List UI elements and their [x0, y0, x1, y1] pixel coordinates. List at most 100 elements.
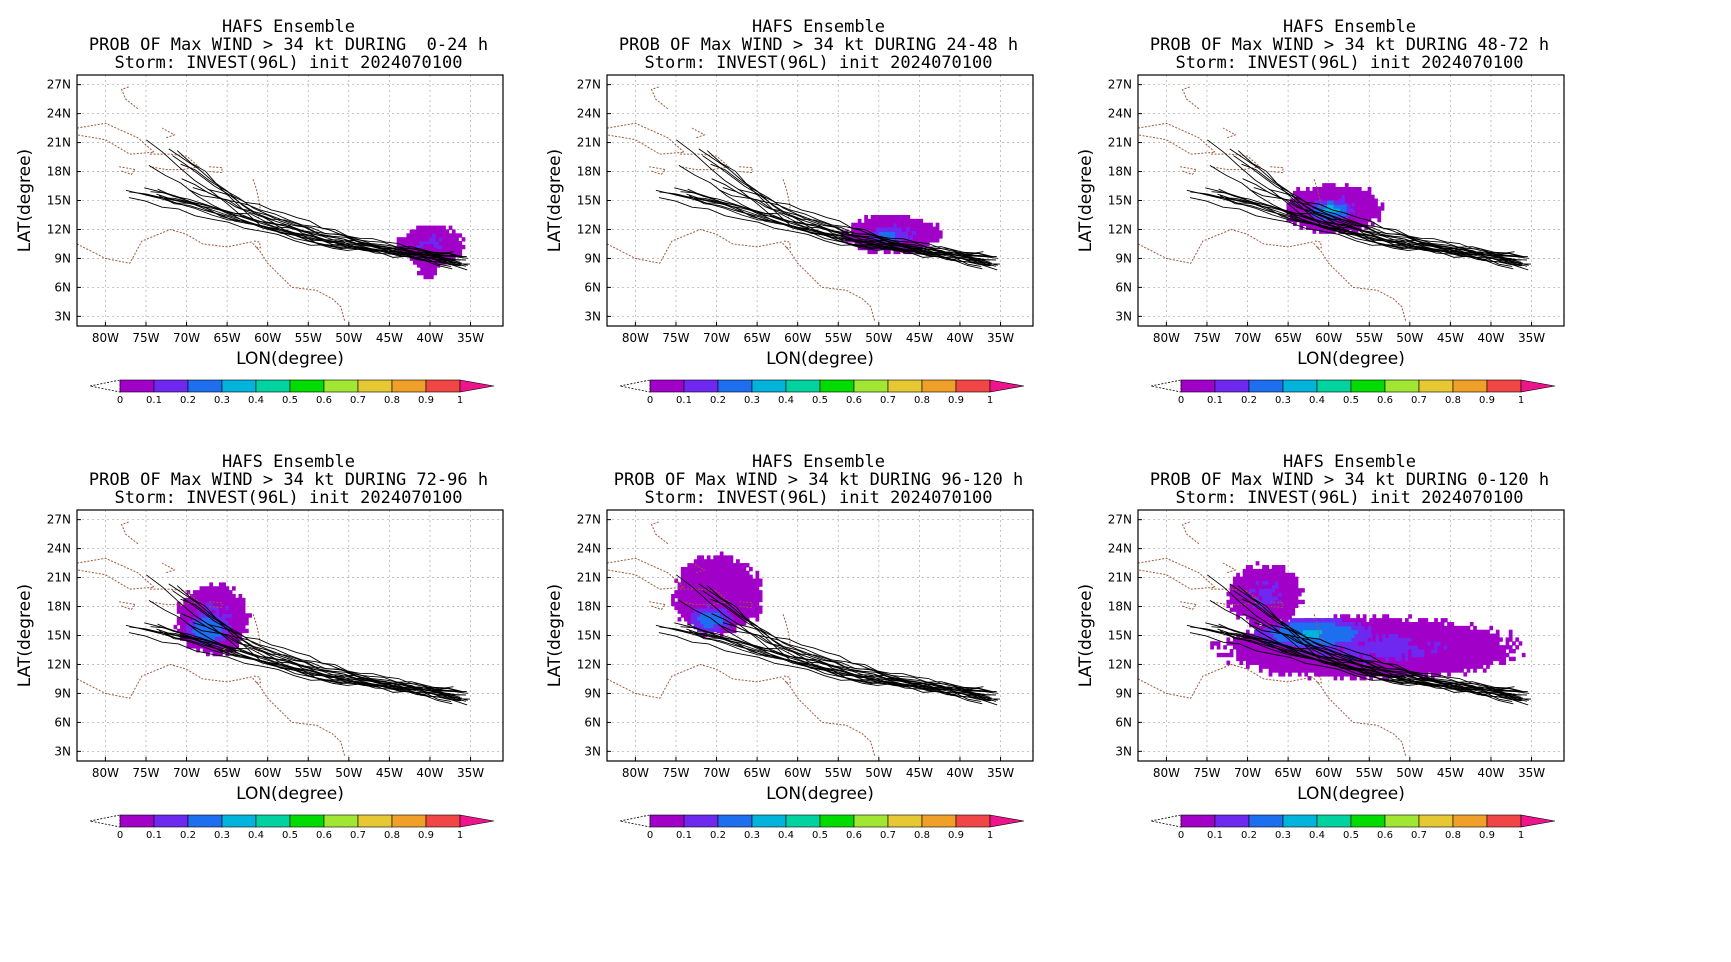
prob-cell: [710, 604, 714, 609]
prob-cell: [1385, 649, 1390, 654]
coastline: [149, 153, 200, 171]
prob-cell: [713, 570, 718, 576]
prob-cell: [1283, 641, 1287, 646]
colorbar-segment: [391, 379, 427, 393]
prob-cell: [1265, 660, 1270, 665]
prob-cell: [1453, 645, 1458, 650]
prob-cell: [1309, 625, 1313, 631]
prob-cell: [719, 570, 724, 576]
coastline: [1181, 86, 1200, 110]
prob-cell: [1299, 645, 1304, 650]
prob-cell: [1263, 629, 1268, 635]
prob-cell: [857, 230, 862, 235]
prob-cell: [732, 593, 737, 599]
x-tick-label: 70W: [1234, 331, 1261, 345]
prob-cell: [1331, 186, 1336, 192]
colorbar-segment: [425, 814, 461, 828]
prob-cell: [1314, 668, 1318, 673]
prob-cell: [1489, 641, 1494, 646]
prob-cell: [1268, 580, 1273, 585]
prob-cell: [1447, 660, 1451, 665]
prob-cell: [742, 563, 747, 568]
prob-cell: [222, 582, 226, 587]
prob-cell: [1265, 664, 1270, 669]
prob-cell: [749, 590, 753, 595]
prob-cell: [739, 605, 744, 610]
prob-cell: [206, 601, 210, 607]
prob-cell: [1268, 668, 1273, 673]
prob-cell: [438, 233, 443, 238]
prob-cell: [1434, 645, 1438, 650]
prob-cell: [1411, 633, 1416, 638]
prob-cell: [1502, 645, 1507, 650]
prob-cell: [1317, 672, 1322, 677]
prob-cell: [1258, 656, 1263, 662]
prob-cell: [1255, 588, 1260, 593]
prob-cell: [1351, 186, 1356, 192]
colorbar-segment: [1214, 379, 1250, 393]
prob-cell: [1335, 629, 1339, 635]
prob-cell: [1322, 618, 1326, 623]
prob-cell: [1294, 595, 1299, 601]
prob-cell: [1375, 660, 1380, 665]
prob-cell: [1304, 664, 1309, 669]
prob-cell: [723, 601, 727, 607]
colorbar-segment: [751, 814, 787, 828]
prob-cell: [710, 559, 714, 564]
prob-cell: [422, 229, 427, 234]
colorbar-label: 0.7: [880, 830, 896, 841]
prob-cell: [896, 214, 901, 220]
prob-cell: [893, 222, 898, 228]
prob-cell: [1305, 190, 1310, 196]
prob-cell: [684, 597, 688, 603]
prob-cell: [732, 605, 737, 610]
prob-cell: [1216, 641, 1221, 646]
prob-cell: [899, 218, 904, 224]
prob-cell: [1456, 660, 1461, 665]
prob-cell: [1275, 656, 1279, 662]
prob-cell: [1317, 668, 1322, 673]
prob-cell: [687, 597, 692, 603]
prob-cell: [1255, 584, 1260, 589]
prob-cell: [1317, 200, 1322, 205]
prob-cell: [192, 640, 196, 645]
prob-cell: [729, 555, 734, 560]
prob-cell: [183, 617, 188, 622]
x-tick-label: 45W: [376, 766, 403, 780]
prob-cell: [1512, 649, 1516, 654]
prob-cell: [745, 597, 750, 603]
prob-cell: [1305, 621, 1310, 627]
prob-cell: [723, 582, 727, 587]
prob-cell: [1330, 672, 1335, 677]
prob-cell: [706, 616, 711, 621]
y-axis-label: LAT(degree): [15, 149, 35, 252]
prob-cell: [1505, 641, 1510, 646]
prob-cell: [1305, 645, 1310, 650]
prob-cell: [687, 601, 692, 607]
coastline: [650, 521, 669, 545]
prob-cell: [1317, 660, 1322, 665]
prob-cell: [739, 570, 744, 576]
y-tick-label: 3N: [1115, 744, 1132, 758]
prob-cell: [1341, 186, 1346, 192]
coastline: [1222, 127, 1237, 139]
colorbar-label: 1: [1518, 395, 1524, 406]
prob-cell: [1245, 656, 1250, 662]
prob-cell: [1262, 622, 1266, 628]
prob-cell: [1357, 186, 1362, 192]
prob-cell: [1414, 629, 1419, 635]
y-tick-label: 24N: [577, 107, 601, 121]
prob-cell: [1434, 656, 1438, 662]
prob-cell: [222, 597, 226, 603]
prob-cell: [1367, 210, 1372, 215]
prob-cell: [749, 609, 753, 614]
prob-cell: [1417, 660, 1422, 665]
prob-cell: [1364, 221, 1369, 227]
prob-cell: [1315, 633, 1320, 638]
prob-cell: [1434, 625, 1438, 631]
prob-cell: [1450, 645, 1455, 650]
prob-cell: [888, 235, 893, 240]
prob-cell: [736, 593, 740, 599]
prob-cell: [1495, 649, 1500, 654]
prob-cell: [1336, 212, 1341, 217]
